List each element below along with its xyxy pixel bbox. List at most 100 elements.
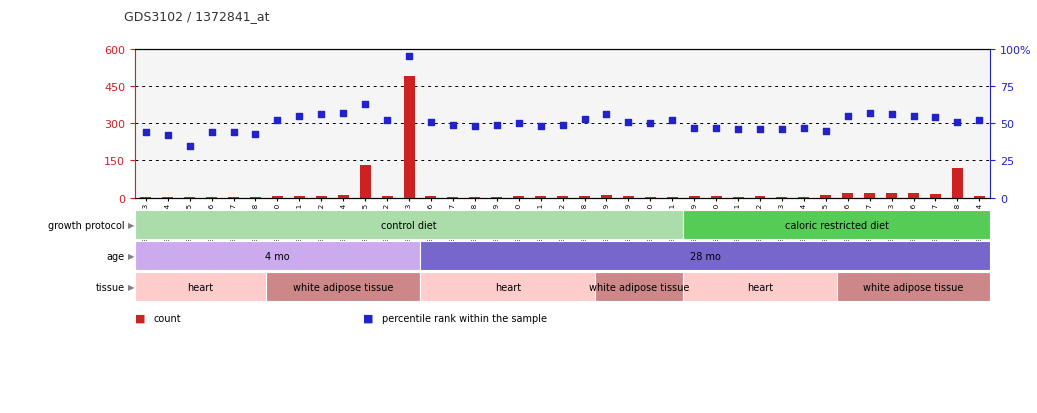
Bar xyxy=(513,197,524,198)
Point xyxy=(840,113,857,120)
Point xyxy=(445,122,461,129)
Bar xyxy=(425,196,437,198)
Point xyxy=(752,126,768,133)
Bar xyxy=(250,197,261,198)
Bar xyxy=(837,273,990,301)
Text: ▶: ▶ xyxy=(128,221,134,230)
Point xyxy=(270,118,286,124)
Bar xyxy=(887,194,897,198)
Text: white adipose tissue: white adipose tissue xyxy=(589,282,690,292)
Bar xyxy=(732,197,744,198)
Text: control diet: control diet xyxy=(382,220,437,230)
Text: white adipose tissue: white adipose tissue xyxy=(864,282,963,292)
Text: heart: heart xyxy=(495,282,521,292)
Point xyxy=(335,110,352,117)
Bar xyxy=(601,196,612,198)
Bar xyxy=(710,197,722,198)
Bar xyxy=(579,197,590,198)
Text: percentile rank within the sample: percentile rank within the sample xyxy=(382,313,546,323)
Bar xyxy=(382,197,393,198)
Point xyxy=(291,113,308,120)
Bar xyxy=(492,197,502,198)
Bar xyxy=(360,166,370,198)
Bar xyxy=(798,197,809,198)
Bar xyxy=(135,273,267,301)
Bar xyxy=(683,273,837,301)
Bar xyxy=(420,273,595,301)
Point xyxy=(423,119,440,126)
Bar xyxy=(842,194,853,198)
Point xyxy=(379,118,395,124)
Text: ▶: ▶ xyxy=(128,252,134,261)
Bar xyxy=(755,197,765,198)
Bar xyxy=(272,197,283,198)
Text: age: age xyxy=(107,251,124,261)
Bar xyxy=(974,196,985,198)
Point xyxy=(181,143,198,150)
Bar xyxy=(930,195,941,198)
Point xyxy=(862,110,878,117)
Bar xyxy=(420,242,990,271)
Point xyxy=(247,131,263,138)
Bar xyxy=(689,197,700,198)
Bar xyxy=(952,169,963,198)
Text: 28 mo: 28 mo xyxy=(690,251,721,261)
Point xyxy=(642,121,658,127)
Bar xyxy=(185,197,195,198)
Text: 4 mo: 4 mo xyxy=(265,251,289,261)
Point xyxy=(664,118,680,124)
Point xyxy=(532,123,549,130)
Point xyxy=(313,112,330,118)
Point xyxy=(620,119,637,126)
Text: caloric restricted diet: caloric restricted diet xyxy=(785,220,889,230)
Bar xyxy=(645,197,655,198)
Text: tissue: tissue xyxy=(95,282,124,292)
Bar xyxy=(293,197,305,198)
Point xyxy=(577,116,593,123)
Text: white adipose tissue: white adipose tissue xyxy=(293,282,393,292)
Point xyxy=(554,122,570,129)
Point xyxy=(598,112,615,118)
Bar xyxy=(338,196,348,198)
Point xyxy=(817,128,834,135)
Point xyxy=(400,54,417,60)
Point xyxy=(927,115,944,121)
Bar xyxy=(470,197,480,198)
Text: count: count xyxy=(153,313,181,323)
Bar xyxy=(162,197,173,198)
Point xyxy=(884,112,900,118)
Point xyxy=(488,122,505,129)
Point xyxy=(905,113,922,120)
Point xyxy=(510,121,527,127)
Point xyxy=(774,126,790,133)
Bar xyxy=(447,197,458,198)
Point xyxy=(160,133,176,139)
Bar xyxy=(535,197,546,198)
Bar xyxy=(140,197,151,198)
Bar xyxy=(864,193,875,198)
Bar xyxy=(820,196,832,198)
Point xyxy=(203,130,220,136)
Point xyxy=(795,125,812,132)
Bar xyxy=(623,197,634,198)
Point xyxy=(357,101,373,108)
Point xyxy=(138,130,155,136)
Point xyxy=(685,125,702,132)
Bar xyxy=(267,273,420,301)
Text: ■: ■ xyxy=(363,313,373,323)
Text: ■: ■ xyxy=(135,313,145,323)
Bar xyxy=(135,242,420,271)
Bar xyxy=(135,211,683,240)
Bar xyxy=(667,197,678,198)
Text: GDS3102 / 1372841_at: GDS3102 / 1372841_at xyxy=(124,10,270,23)
Bar xyxy=(557,197,568,198)
Point xyxy=(708,125,725,132)
Bar xyxy=(403,77,415,198)
Bar xyxy=(228,197,239,198)
Point xyxy=(949,119,965,126)
Bar xyxy=(777,197,787,198)
Bar xyxy=(595,273,683,301)
Text: heart: heart xyxy=(747,282,773,292)
Text: growth protocol: growth protocol xyxy=(48,220,124,230)
Text: ▶: ▶ xyxy=(128,282,134,292)
